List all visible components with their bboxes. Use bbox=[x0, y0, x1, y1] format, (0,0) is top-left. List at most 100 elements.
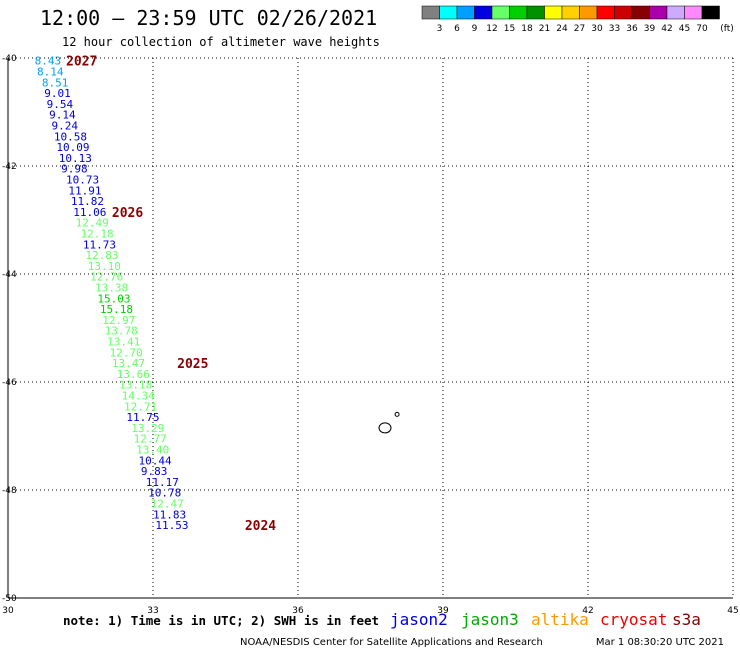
wave-height-label: 11.06 bbox=[73, 206, 106, 219]
satellite-name: cryosat bbox=[600, 610, 667, 629]
legend-tick-label: 21 bbox=[539, 24, 550, 34]
satellite-name: altika bbox=[531, 610, 589, 629]
wave-height-label: 13.78 bbox=[105, 325, 138, 338]
legend-tick-label: 3 bbox=[437, 24, 443, 34]
wave-height-label: 14.34 bbox=[122, 390, 155, 403]
wave-height-label: 12.71 bbox=[124, 400, 157, 413]
chart-title: 12:00 – 23:59 UTC 02/26/2021 bbox=[40, 6, 377, 30]
satellite-legend: jason2 jason3 altika cryosat s3a bbox=[390, 610, 701, 629]
wave-height-label: 11.17 bbox=[146, 476, 179, 489]
satellite-name: jason3 bbox=[461, 610, 519, 629]
time-label: 2024 bbox=[245, 519, 276, 534]
legend-swatch bbox=[491, 5, 510, 20]
wave-height-label: 9.54 bbox=[47, 98, 74, 111]
wave-height-label: 13.47 bbox=[112, 357, 145, 370]
legend-swatch bbox=[474, 5, 493, 20]
wave-height-label: 10.73 bbox=[66, 174, 99, 187]
legend-swatch bbox=[579, 5, 598, 20]
wave-height-label: 11.53 bbox=[155, 519, 188, 532]
x-tick-label: 36 bbox=[292, 606, 304, 616]
wave-height-label: 13.10 bbox=[88, 260, 121, 273]
legend-swatch bbox=[439, 5, 458, 20]
legend-swatch bbox=[684, 5, 703, 20]
legend-tick-label: 27 bbox=[574, 24, 585, 34]
wave-height-label: 10.58 bbox=[54, 130, 87, 143]
wave-height-label: 12.47 bbox=[151, 498, 184, 511]
legend-swatch bbox=[456, 5, 475, 20]
wave-height-label: 12.77 bbox=[134, 433, 167, 446]
legend-swatch bbox=[561, 5, 580, 20]
x-tick-label: 45 bbox=[727, 606, 738, 616]
wave-height-label: 15.03 bbox=[97, 292, 130, 305]
wave-height-label: 9.24 bbox=[52, 120, 79, 133]
legend-tick-label: 6 bbox=[454, 24, 460, 34]
footer-note: note: 1) Time is in UTC; 2) SWH is in fe… bbox=[63, 613, 379, 628]
legend-tick-label: 12 bbox=[486, 24, 497, 34]
legend-swatch bbox=[631, 5, 650, 20]
legend-swatch bbox=[666, 5, 685, 20]
time-labels: 2027 2026 2025 2024 bbox=[66, 55, 276, 534]
legend-tick-label: 45 bbox=[679, 24, 690, 34]
legend-swatch bbox=[509, 5, 528, 20]
wave-height-label: 9.01 bbox=[44, 87, 71, 100]
time-label: 2027 bbox=[66, 55, 97, 70]
legend-unit: (ft) bbox=[720, 24, 734, 34]
legend-swatch bbox=[421, 5, 440, 20]
island-outline bbox=[394, 411, 400, 417]
wave-height-label: 13.41 bbox=[107, 336, 140, 349]
wave-height-label: 9.14 bbox=[49, 109, 76, 122]
legend-tick-label: 24 bbox=[556, 24, 568, 34]
axis-tick-labels: 30 33 36 39 42 45 -40 -42 -44 -46 -48 -50 bbox=[2, 54, 739, 616]
wave-height-label: 11.73 bbox=[83, 238, 116, 251]
wave-height-label: 13.29 bbox=[131, 422, 164, 435]
island-outlines bbox=[378, 411, 400, 434]
wave-height-label: 13.18 bbox=[119, 379, 152, 392]
wave-height-label: 12.97 bbox=[102, 314, 135, 327]
legend-swatch bbox=[596, 5, 615, 20]
chart-subtitle: 12 hour collection of altimeter wave hei… bbox=[62, 35, 380, 49]
time-label: 2025 bbox=[177, 357, 208, 372]
wave-height-label: 15.18 bbox=[100, 303, 133, 316]
satellite-name: jason2 bbox=[390, 610, 448, 629]
wave-height-label: 9.98 bbox=[61, 163, 88, 176]
legend-swatch bbox=[614, 5, 633, 20]
plot-grid bbox=[7, 57, 734, 599]
wave-height-label: 9.83 bbox=[141, 465, 168, 478]
satellite-name: s3a bbox=[672, 610, 701, 629]
legend-tick-label: 9 bbox=[472, 24, 478, 34]
wave-height-label: 12.49 bbox=[76, 217, 109, 230]
island-outline bbox=[378, 422, 392, 434]
wave-height-label: 12.76 bbox=[90, 271, 123, 284]
wave-height-label: 13.40 bbox=[136, 444, 169, 457]
y-tick-label: -42 bbox=[2, 162, 17, 172]
y-tick-label: -40 bbox=[2, 54, 17, 64]
legend-tick-label: 36 bbox=[626, 24, 638, 34]
color-scale-legend: 3 6 9 12 15 18 21 24 27 30 33 36 39 42 45 70 (ft) bbox=[421, 5, 734, 34]
legend-tick-label: 30 bbox=[591, 24, 603, 34]
wave-height-label: 10.09 bbox=[56, 141, 89, 154]
x-tick-label: 33 bbox=[147, 606, 158, 616]
wave-height-label: 11.83 bbox=[153, 508, 186, 521]
wave-height-label: 8.43 bbox=[35, 55, 62, 68]
y-tick-label: -48 bbox=[2, 486, 17, 496]
x-tick-label: 42 bbox=[582, 606, 593, 616]
wave-height-label: 13.66 bbox=[117, 368, 150, 381]
footer-timestamp: Mar 1 08:30:20 UTC 2021 bbox=[596, 637, 724, 648]
legend-tick-label: 42 bbox=[661, 24, 672, 34]
wave-height-label: 8.14 bbox=[37, 66, 64, 79]
legend-tick-label: 33 bbox=[609, 24, 620, 34]
wave-height-label: 10.13 bbox=[59, 152, 92, 165]
wave-height-label: 13.38 bbox=[95, 282, 128, 295]
time-label: 2026 bbox=[112, 206, 143, 221]
footer-credit: NOAA/NESDIS Center for Satellite Applica… bbox=[240, 637, 543, 648]
wave-height-labels: 8.438.148.519.019.549.149.2410.5810.0910… bbox=[35, 55, 189, 532]
y-tick-label: -46 bbox=[2, 378, 17, 388]
wave-height-label: 11.82 bbox=[71, 195, 104, 208]
legend-swatch bbox=[544, 5, 563, 20]
wave-height-label: 8.51 bbox=[42, 76, 68, 89]
wave-height-label: 12.18 bbox=[81, 228, 114, 241]
wave-height-label: 10.44 bbox=[139, 454, 172, 467]
x-tick-label: 30 bbox=[2, 606, 14, 616]
wave-height-label: 11.75 bbox=[126, 411, 159, 424]
